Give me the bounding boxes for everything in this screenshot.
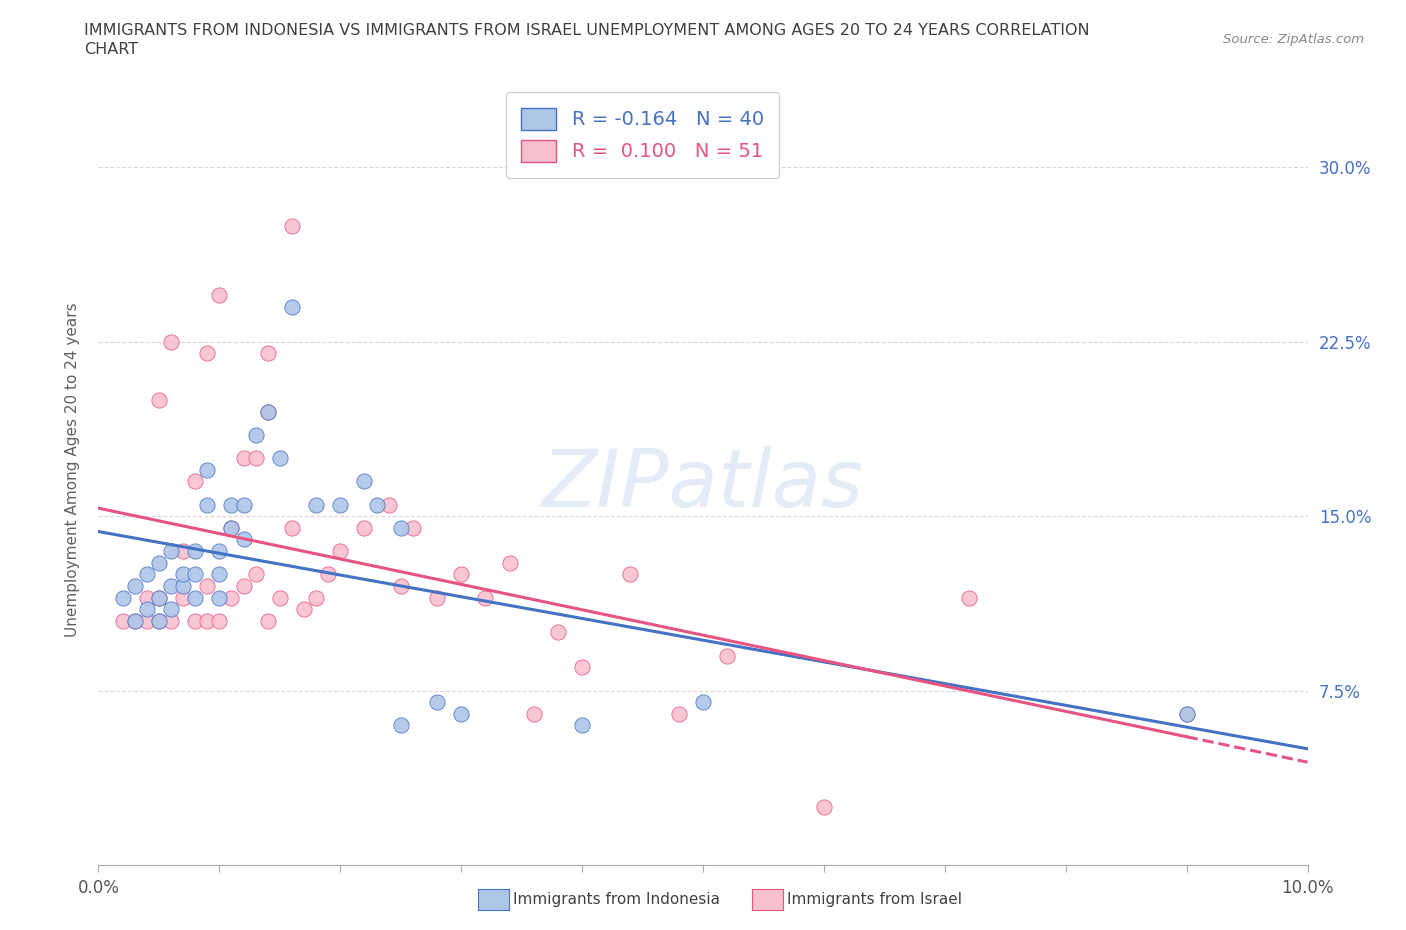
Point	[426, 591, 449, 605]
Point	[619, 567, 641, 582]
Point	[305, 591, 328, 605]
Point	[474, 591, 496, 605]
Point	[172, 567, 194, 582]
Point	[135, 614, 157, 629]
Point	[184, 543, 207, 558]
Point	[281, 219, 304, 233]
Text: Immigrants from Indonesia: Immigrants from Indonesia	[513, 892, 720, 907]
Point	[148, 591, 170, 605]
Point	[172, 543, 194, 558]
Point	[160, 334, 183, 349]
Text: Source: ZipAtlas.com: Source: ZipAtlas.com	[1223, 33, 1364, 46]
Point	[523, 707, 546, 722]
Text: CHART: CHART	[84, 42, 138, 57]
Point	[305, 498, 328, 512]
Point	[111, 614, 134, 629]
Point	[208, 543, 231, 558]
Point	[402, 521, 425, 536]
Point	[208, 614, 231, 629]
Point	[148, 392, 170, 407]
Point	[184, 614, 207, 629]
Point	[245, 451, 267, 466]
Point	[668, 707, 690, 722]
Point	[160, 543, 183, 558]
Point	[281, 521, 304, 536]
Point	[450, 707, 472, 722]
Point	[571, 718, 593, 733]
Point	[135, 591, 157, 605]
Point	[377, 498, 399, 512]
Point	[232, 578, 254, 593]
Point	[256, 614, 278, 629]
Point	[148, 591, 170, 605]
Y-axis label: Unemployment Among Ages 20 to 24 years: Unemployment Among Ages 20 to 24 years	[65, 302, 80, 637]
Point	[232, 532, 254, 547]
Point	[1175, 707, 1198, 722]
Point	[329, 543, 352, 558]
Point	[232, 498, 254, 512]
Point	[450, 567, 472, 582]
Point	[692, 695, 714, 710]
Legend: R = -0.164   N = 40, R =  0.100   N = 51: R = -0.164 N = 40, R = 0.100 N = 51	[506, 92, 779, 178]
Point	[245, 428, 267, 443]
Point	[221, 521, 243, 536]
Point	[389, 578, 412, 593]
Point	[135, 602, 157, 617]
Point	[389, 521, 412, 536]
Point	[571, 660, 593, 675]
Point	[256, 404, 278, 418]
Point	[160, 602, 183, 617]
Point	[124, 614, 146, 629]
Point	[329, 498, 352, 512]
Point	[232, 451, 254, 466]
Point	[256, 346, 278, 361]
Point	[208, 591, 231, 605]
Text: Immigrants from Israel: Immigrants from Israel	[787, 892, 962, 907]
Point	[221, 521, 243, 536]
Point	[195, 578, 218, 593]
Point	[124, 614, 146, 629]
Point	[184, 591, 207, 605]
Point	[498, 555, 520, 570]
Point	[195, 614, 218, 629]
Point	[208, 567, 231, 582]
Point	[172, 578, 194, 593]
Point	[281, 299, 304, 314]
Point	[353, 474, 375, 489]
Point	[269, 591, 291, 605]
Text: ZIPatlas: ZIPatlas	[541, 446, 865, 525]
Point	[366, 498, 388, 512]
Point	[716, 648, 738, 663]
Point	[195, 462, 218, 477]
Point	[221, 591, 243, 605]
Point	[221, 498, 243, 512]
Point	[208, 288, 231, 303]
Point	[1175, 707, 1198, 722]
Point	[292, 602, 315, 617]
Point	[426, 695, 449, 710]
Point	[160, 614, 183, 629]
Point	[269, 451, 291, 466]
Point	[245, 567, 267, 582]
Point	[148, 614, 170, 629]
Point	[389, 718, 412, 733]
Point	[547, 625, 569, 640]
Point	[124, 578, 146, 593]
Point	[148, 555, 170, 570]
Point	[195, 346, 218, 361]
Point	[135, 567, 157, 582]
Point	[316, 567, 339, 582]
Point	[184, 474, 207, 489]
Point	[256, 404, 278, 418]
Point	[957, 591, 980, 605]
Text: IMMIGRANTS FROM INDONESIA VS IMMIGRANTS FROM ISRAEL UNEMPLOYMENT AMONG AGES 20 T: IMMIGRANTS FROM INDONESIA VS IMMIGRANTS …	[84, 23, 1090, 38]
Point	[184, 567, 207, 582]
Point	[160, 578, 183, 593]
Point	[813, 800, 835, 815]
Point	[148, 614, 170, 629]
Point	[172, 591, 194, 605]
Point	[111, 591, 134, 605]
Point	[353, 521, 375, 536]
Point	[195, 498, 218, 512]
